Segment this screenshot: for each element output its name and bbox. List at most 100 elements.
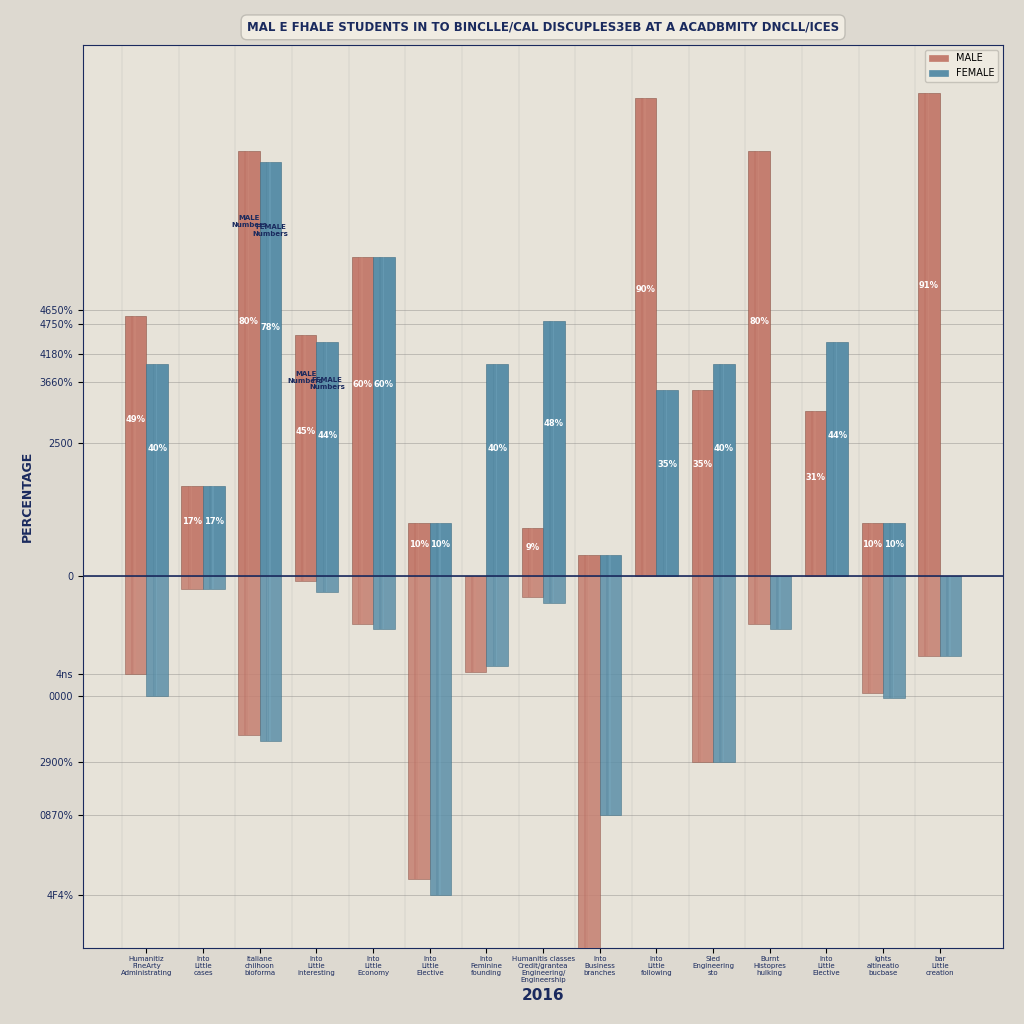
Bar: [430, 523, 452, 577]
Bar: [553, 577, 554, 602]
Bar: [607, 555, 609, 577]
Bar: [373, 577, 394, 629]
Bar: [153, 577, 155, 695]
Text: MALE
Numbers: MALE Numbers: [231, 215, 267, 227]
Bar: [486, 577, 508, 667]
Text: 10%: 10%: [430, 540, 451, 549]
Bar: [203, 577, 224, 590]
Bar: [418, 577, 419, 879]
Bar: [826, 342, 848, 577]
Bar: [133, 577, 134, 675]
Bar: [190, 485, 193, 577]
Bar: [381, 257, 382, 577]
Text: 40%: 40%: [487, 444, 507, 453]
Text: 44%: 44%: [317, 431, 337, 440]
Text: 17%: 17%: [204, 517, 224, 526]
Bar: [833, 342, 835, 577]
Bar: [553, 321, 554, 577]
Text: 78%: 78%: [260, 323, 281, 332]
Text: 90%: 90%: [636, 285, 655, 294]
Bar: [409, 523, 430, 577]
Bar: [131, 315, 132, 577]
Bar: [351, 577, 373, 624]
Bar: [861, 577, 883, 693]
Bar: [295, 335, 316, 577]
Bar: [209, 577, 211, 590]
Bar: [361, 577, 362, 624]
Text: 10%: 10%: [862, 540, 883, 549]
Text: MALE
Numbers: MALE Numbers: [288, 372, 324, 384]
Bar: [543, 577, 564, 602]
Bar: [248, 577, 249, 735]
X-axis label: 2016: 2016: [522, 988, 564, 1004]
Bar: [777, 577, 779, 629]
Bar: [947, 577, 949, 655]
Bar: [521, 528, 543, 577]
Bar: [295, 577, 316, 582]
Bar: [436, 577, 437, 895]
Bar: [609, 555, 610, 577]
Bar: [246, 577, 248, 735]
Bar: [713, 364, 734, 577]
Text: FEMALE
Numbers: FEMALE Numbers: [253, 224, 289, 237]
Bar: [212, 485, 214, 577]
Bar: [551, 321, 553, 577]
Bar: [755, 151, 756, 577]
Text: 9%: 9%: [525, 543, 540, 552]
Bar: [415, 577, 416, 879]
Bar: [496, 577, 498, 667]
Bar: [495, 577, 496, 667]
Text: 35%: 35%: [657, 460, 677, 469]
Bar: [749, 577, 770, 624]
Bar: [146, 577, 168, 695]
Bar: [495, 364, 496, 577]
Bar: [551, 577, 553, 602]
Bar: [861, 523, 883, 577]
Text: 48%: 48%: [544, 419, 564, 428]
Bar: [155, 364, 156, 577]
Bar: [869, 577, 871, 693]
Bar: [357, 577, 359, 624]
Bar: [805, 412, 826, 577]
Bar: [246, 151, 248, 577]
Bar: [928, 577, 929, 655]
Bar: [181, 485, 203, 577]
Bar: [361, 257, 362, 577]
Bar: [606, 577, 607, 815]
Bar: [416, 577, 418, 879]
Bar: [527, 528, 529, 577]
Bar: [949, 577, 951, 655]
Bar: [919, 577, 940, 655]
Bar: [267, 577, 269, 740]
Bar: [430, 577, 452, 895]
Bar: [883, 523, 904, 577]
Bar: [415, 523, 416, 577]
Bar: [643, 98, 644, 577]
Bar: [585, 577, 586, 1001]
Bar: [439, 523, 440, 577]
Bar: [543, 321, 564, 577]
Bar: [721, 364, 723, 577]
Bar: [940, 577, 962, 655]
Bar: [260, 162, 282, 577]
Bar: [381, 577, 382, 629]
Title: MAL E FHALE STUDENTS IN TO BINCLLE/CAL DISCUPLES3EB AT A ACADBMITY DNCLL/ICES: MAL E FHALE STUDENTS IN TO BINCLLE/CAL D…: [247, 20, 839, 34]
Bar: [644, 98, 646, 577]
Bar: [713, 577, 734, 762]
Bar: [871, 577, 872, 693]
Bar: [531, 528, 532, 577]
Bar: [181, 577, 203, 590]
Bar: [379, 577, 381, 629]
Bar: [134, 315, 136, 577]
Bar: [811, 412, 813, 577]
Bar: [928, 92, 929, 577]
Text: 10%: 10%: [409, 540, 429, 549]
Bar: [239, 151, 260, 577]
Bar: [606, 555, 607, 577]
Bar: [301, 577, 303, 582]
Bar: [871, 523, 872, 577]
Bar: [836, 342, 838, 577]
Bar: [867, 523, 869, 577]
Bar: [493, 577, 495, 667]
Bar: [269, 162, 270, 577]
